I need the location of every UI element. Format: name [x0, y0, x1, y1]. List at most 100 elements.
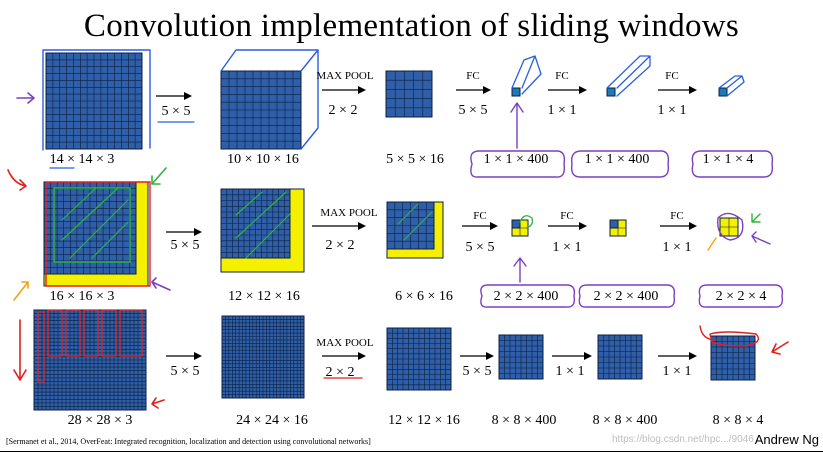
row3-arrow-conv-head — [194, 352, 202, 360]
row1-fc3-dims: 1 × 1 × 4 — [702, 152, 754, 167]
row1-pointer — [16, 92, 35, 104]
row2-fc3-circle-mark — [717, 212, 744, 241]
row1-conv-dims: 10 × 10 × 16 — [227, 152, 299, 167]
row2-green-pointer — [151, 167, 167, 185]
row2-input-window-green — [53, 187, 131, 263]
row2-conv-hatch — [235, 191, 291, 259]
row2-op-fc3-size: 1 × 1 — [662, 240, 692, 255]
row3-fc3-dims: 8 × 8 × 4 — [712, 413, 764, 428]
row1-op-fc2: FC — [555, 70, 569, 82]
row2-arrow-pool-head — [358, 222, 366, 230]
citation: [Sermanet et al., 2014, OverFeat: Integr… — [6, 437, 371, 446]
row2-fc2-unit — [609, 219, 619, 229]
row2-fc3-purple-pointer — [751, 231, 771, 245]
row1-fc1-unit — [511, 87, 521, 97]
row1-op-fc2-size: 1 × 1 — [547, 103, 577, 118]
row2-input-hatch — [61, 187, 129, 259]
row2-fc1-pointer — [513, 257, 527, 283]
row3-pool-grid-gridlines — [387, 328, 451, 390]
row1-input-dims: 14 × 14 × 3 — [49, 152, 115, 167]
row3-fc3-grid-gridlines — [711, 336, 755, 380]
row2-op-fc3: FC — [670, 210, 684, 222]
row2-op-fc1-size: 5 × 5 — [465, 240, 495, 255]
row1-op-conv: 5 × 5 — [161, 104, 191, 119]
row2-arrow-fc1-head — [490, 222, 498, 230]
row1-arrow-fc1-head — [483, 86, 491, 94]
row2-pool-hatch — [397, 203, 433, 241]
row2-red-pointer — [7, 169, 27, 191]
row1-fc2-sketch — [606, 55, 651, 97]
row3-fc2-grid-gridlines — [598, 335, 642, 379]
row2-op-fc2-size: 1 × 1 — [552, 240, 582, 255]
row3-fc1-dims: 8 × 8 × 400 — [491, 413, 557, 428]
row1-op-maxpool: MAX POOL — [316, 70, 374, 82]
row1-fc3-sketch — [718, 75, 745, 97]
row2-fc1-mark — [519, 215, 534, 229]
row2-arrow-fc3-head — [689, 222, 697, 230]
row2-arrow-fc2-head — [579, 222, 587, 230]
row2-input-grid-gridlines — [44, 182, 136, 274]
row2-fc3-dims: 2 × 2 × 4 — [715, 289, 767, 304]
row1-fc2-circle — [570, 150, 670, 178]
row1-pool-dims: 5 × 5 × 16 — [386, 152, 444, 167]
row3-arrow-fc1-head — [486, 352, 494, 360]
row1-fc3-circle — [691, 150, 774, 178]
row1-pool-grid — [385, 70, 433, 118]
row3-op-fc1-size: 5 × 5 — [462, 364, 492, 379]
row3-op-fc3-size: 1 × 1 — [662, 364, 692, 379]
row1-fc1-circle — [470, 150, 566, 178]
row1-op-fc1-size: 5 × 5 — [458, 103, 488, 118]
footer-rule — [0, 451, 823, 452]
author: Andrew Ng — [754, 432, 819, 447]
row3-op-pool-size: 2 × 2 — [325, 365, 355, 380]
row2-input-dims: 16 × 16 × 3 — [49, 289, 115, 304]
row1-fc3-unit — [718, 87, 728, 97]
row2-fc3-green-pointer — [751, 213, 761, 223]
row2-fc2-dims: 2 × 2 × 400 — [593, 289, 659, 304]
row3-arrow-fc2-head — [584, 352, 592, 360]
row2-pool-dims: 6 × 6 × 16 — [395, 289, 453, 304]
row3-fc3-circle — [709, 331, 760, 347]
slide-title: Convolution implementation of sliding wi… — [83, 8, 740, 44]
row2-op-maxpool: MAX POOL — [320, 207, 378, 219]
row2-arrow-conv-head — [194, 228, 202, 236]
row2-fc3-circle — [698, 284, 784, 308]
row2-fc3-orange-pointer — [707, 237, 717, 251]
row2-orange-pointer — [13, 281, 29, 301]
row3-pool-dims: 12 × 12 × 16 — [388, 413, 460, 428]
row3-fc1-grid-gridlines — [499, 335, 543, 379]
row2-op-fc1: FC — [473, 210, 487, 222]
row1-op-fc1: FC — [466, 70, 480, 82]
row3-conv-dims: 24 × 24 × 16 — [236, 413, 308, 428]
row1-pool-grid-gridlines — [386, 71, 432, 117]
row2-purple-pointer — [151, 277, 171, 291]
row1-arrow-fc2-head — [579, 86, 587, 94]
row2-conv-grid-gridlines — [221, 189, 290, 258]
watermark: https://blog.csdn.net/hpc.../9046 — [612, 434, 754, 445]
row3-op-maxpool: MAX POOL — [316, 337, 374, 349]
row3-fc2-dims: 8 × 8 × 400 — [592, 413, 658, 428]
row2-input-window-red — [45, 181, 151, 287]
row2-conv-dims: 12 × 12 × 16 — [228, 289, 300, 304]
row3-fc3-pointer — [771, 341, 789, 355]
row1-arrow-pool-head — [358, 86, 366, 94]
row1-op-pool-size: 2 × 2 — [328, 103, 358, 118]
row2-fc1-circle — [480, 284, 576, 308]
row2-op-fc2: FC — [560, 210, 574, 222]
row3-arrow-fc3-head — [689, 352, 697, 360]
row2-fc3-grid-gridlines — [720, 218, 738, 236]
row3-op-conv: 5 × 5 — [170, 364, 200, 379]
row3-conv-grid-gridlines — [222, 316, 304, 398]
row3-arrow-pool-head — [358, 352, 366, 360]
row3-red-pointer — [13, 319, 27, 381]
row2-fc1-dims: 2 × 2 × 400 — [493, 289, 559, 304]
row1-fc2-dims: 1 × 1 × 400 — [584, 152, 650, 167]
row1-op-fc3-size: 1 × 1 — [657, 103, 687, 118]
row1-arrow-fc3-head — [689, 86, 697, 94]
row1-fc2-unit — [606, 87, 616, 97]
row1-fc1-dims: 1 × 1 × 400 — [483, 152, 549, 167]
row2-op-pool-size: 2 × 2 — [325, 238, 355, 253]
row1-fc1-sketch — [511, 55, 542, 95]
